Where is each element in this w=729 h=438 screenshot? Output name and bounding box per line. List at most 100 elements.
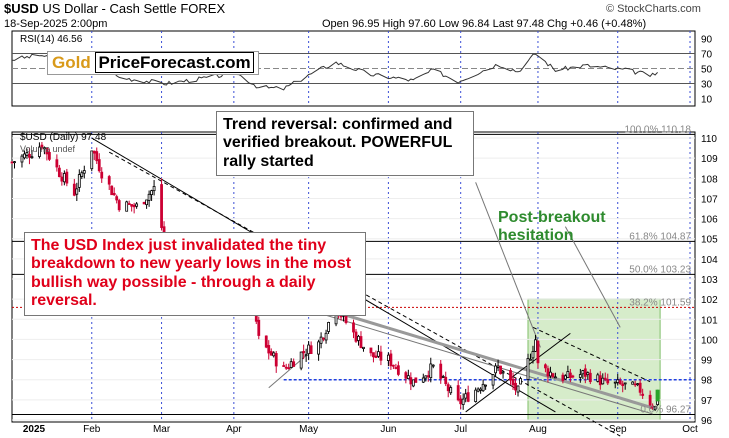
candle-body (514, 382, 517, 391)
candle-body (309, 345, 313, 354)
logo: Gold PriceForecast.com (47, 51, 259, 75)
candle-body (623, 382, 627, 385)
last-candle (655, 389, 660, 402)
candle-body (394, 367, 398, 369)
candle-body (322, 337, 325, 340)
candle-body (299, 351, 303, 369)
candle-body (509, 370, 512, 381)
rsi-tick-label: 30 (701, 80, 713, 91)
candle-body (439, 363, 443, 379)
candle-body (641, 393, 645, 396)
candle-body (28, 153, 31, 158)
candle-body (369, 347, 373, 354)
candle-body (474, 389, 478, 402)
x-tick-label: Feb (83, 424, 101, 435)
candle-body (55, 159, 59, 168)
candle-body (546, 368, 550, 377)
price-tick-label: 102 (701, 295, 718, 306)
candle-body (563, 375, 567, 380)
candle-body (618, 380, 622, 385)
x-tick-label: Jun (380, 424, 396, 435)
candle-body (112, 192, 116, 196)
grey-trendline (325, 307, 654, 410)
candle-body (269, 351, 273, 356)
instrument-name: US Dollar - Cash Settle (42, 1, 177, 16)
candle-body (621, 383, 625, 386)
rsi-tick-label: 50 (701, 65, 713, 76)
candle-body (404, 372, 408, 379)
candle-body (97, 159, 101, 172)
candle-body (446, 384, 450, 392)
candle-body (554, 376, 557, 379)
x-tick-label: Apr (226, 424, 242, 435)
candle-body (484, 384, 488, 387)
candle-body (25, 152, 29, 156)
candle-body (72, 183, 76, 196)
candle-body (653, 406, 657, 410)
candle-body (127, 203, 131, 205)
candle-body (638, 382, 642, 393)
price-tick-label: 100 (701, 335, 718, 346)
price-tick-label: 108 (701, 174, 718, 185)
candle-body (598, 375, 602, 386)
price-tick-label: 96 (701, 416, 713, 427)
candle-body (62, 173, 66, 183)
candle-body (421, 377, 425, 383)
candle-body (636, 383, 640, 386)
price-tick-label: 98 (701, 376, 713, 387)
candle-body (511, 378, 515, 386)
fib-label: 100.0% 110.18 (624, 124, 691, 135)
candle-body (379, 351, 383, 361)
candle-body (616, 379, 620, 383)
candle-body (596, 374, 600, 382)
candle-body (479, 388, 483, 391)
candle-body (77, 174, 81, 188)
candle-body (586, 372, 590, 376)
annotation-trend-reversal: Trend reversal: confirmed and verified b… (216, 111, 474, 177)
candle-body (257, 319, 261, 336)
candle-body (117, 200, 121, 211)
candle-body (444, 376, 448, 385)
candle-body (494, 365, 497, 374)
candle-body (327, 322, 330, 332)
price-tick-label: 99 (701, 356, 713, 367)
x-tick-label: 2025 (23, 424, 46, 435)
candle-body (302, 350, 306, 354)
chart-title: $USD US Dollar - Cash Settle FOREX (4, 1, 225, 16)
candle-body (534, 339, 537, 352)
candle-body (581, 370, 585, 375)
candle-body (601, 377, 605, 385)
candle-body (267, 345, 271, 354)
candle-body (324, 332, 328, 341)
candle-body (531, 351, 535, 359)
candle-body (631, 381, 635, 385)
candle-body (47, 151, 51, 160)
candle-body (142, 201, 146, 205)
candle-body (40, 144, 44, 149)
candle-body (95, 151, 99, 162)
candle-body (526, 358, 530, 380)
candle-body (125, 201, 129, 212)
rsi-tick-label: 70 (701, 50, 713, 61)
candle-body (344, 314, 348, 323)
candle-body (377, 351, 380, 357)
candle-body (414, 377, 418, 383)
candle-body (289, 361, 293, 368)
candle-body (389, 353, 393, 367)
chart-date: 18-Sep-2025 2:00pm (4, 18, 108, 30)
candle-body (566, 371, 570, 378)
candle-body (568, 372, 572, 379)
price-tick-label: 106 (701, 215, 718, 226)
candle-body (551, 373, 555, 378)
candle-body (57, 167, 61, 178)
candle-body (20, 155, 24, 163)
candle-body (519, 378, 522, 385)
grey-trendline-inner (325, 314, 653, 415)
candle-body (441, 376, 445, 378)
price-tick-label: 101 (701, 315, 718, 326)
fib-label: 61.8% 104.87 (629, 231, 691, 242)
candle-body (352, 322, 355, 333)
candle-body (648, 394, 652, 406)
candle-body (272, 352, 276, 357)
